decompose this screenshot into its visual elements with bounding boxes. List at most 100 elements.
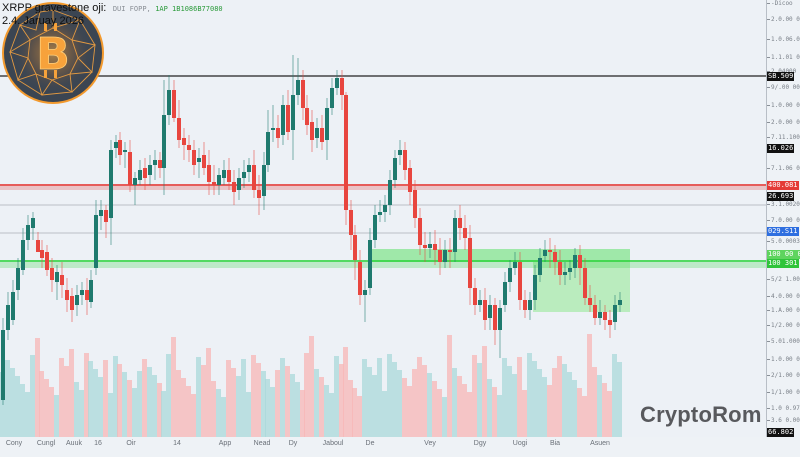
candle-body bbox=[573, 255, 577, 268]
volume-bar bbox=[39, 371, 44, 437]
volume-bar bbox=[587, 334, 592, 437]
candle-body bbox=[148, 165, 152, 175]
candle-body bbox=[378, 212, 382, 215]
candle-body bbox=[6, 305, 10, 330]
candle-body bbox=[344, 95, 348, 210]
volume-bar bbox=[532, 361, 537, 437]
volume-bar bbox=[246, 392, 251, 437]
price-axis[interactable]: -Dicoo 2.0.00 00 1.0.06.00 1.1.01 00 2.04000… bbox=[767, 0, 800, 437]
volume-bar bbox=[191, 394, 196, 437]
volume-bar bbox=[261, 371, 266, 437]
volume-bar bbox=[477, 363, 482, 437]
candle-body bbox=[192, 150, 196, 165]
volume-bar bbox=[527, 353, 532, 437]
volume-bar bbox=[186, 386, 191, 437]
candle-body bbox=[478, 300, 482, 305]
candle-body bbox=[21, 240, 25, 270]
candle-body bbox=[80, 290, 84, 295]
candle-body bbox=[187, 145, 191, 150]
candle-body bbox=[212, 182, 216, 185]
candle-body bbox=[271, 128, 275, 130]
volume-bar bbox=[482, 346, 487, 437]
candle-body bbox=[320, 128, 324, 142]
candle-body bbox=[413, 190, 417, 218]
volume-bar bbox=[256, 363, 261, 437]
candle-body bbox=[138, 170, 142, 180]
price-tick: 1.0.00 00 bbox=[767, 356, 800, 364]
volume-bar bbox=[196, 357, 201, 437]
volume-bar bbox=[206, 348, 211, 437]
candle-body bbox=[368, 240, 372, 288]
volume-bar bbox=[507, 366, 512, 437]
volume-bar bbox=[275, 370, 280, 437]
volume-bar bbox=[0, 372, 5, 437]
volume-bar bbox=[387, 354, 392, 437]
volume-bar bbox=[517, 357, 522, 437]
price-tick: 1.0.00 00 bbox=[767, 102, 800, 110]
volume-bar bbox=[497, 395, 502, 437]
candle-body bbox=[1, 330, 5, 400]
candle-body bbox=[483, 300, 487, 320]
candle-body bbox=[182, 138, 186, 145]
volume-bar bbox=[270, 387, 275, 437]
candle-body bbox=[36, 240, 40, 252]
candle-body bbox=[45, 252, 49, 270]
volume-bar bbox=[432, 381, 437, 437]
candle-body bbox=[458, 218, 462, 228]
price-label: 100 00 000 bbox=[767, 250, 800, 259]
candle-body bbox=[315, 128, 319, 138]
volume-bar bbox=[49, 387, 54, 437]
volume-bar bbox=[35, 338, 40, 437]
plot-area[interactable]: XRPP gravestone oji: DUI FOPP, 1AP 1B108… bbox=[0, 0, 767, 437]
highlight-zone bbox=[368, 249, 630, 262]
volume-bar bbox=[412, 369, 417, 437]
candle-body bbox=[503, 282, 507, 305]
volume-bar bbox=[562, 364, 567, 437]
chart-date: 2.4. Jaruay 2026 bbox=[2, 15, 84, 27]
price-tick: 1/1.00 00 bbox=[767, 389, 800, 397]
candle-body bbox=[358, 262, 362, 295]
volume-bar bbox=[280, 358, 285, 437]
volume-bar bbox=[265, 379, 270, 437]
volume-bar bbox=[236, 376, 241, 437]
price-tick: 7.0.00 00 bbox=[767, 217, 800, 225]
price-tick: 1.A.00 00 bbox=[767, 307, 800, 315]
candle-body bbox=[217, 175, 221, 185]
candle-body bbox=[31, 218, 35, 228]
candle-body bbox=[75, 295, 79, 305]
volume-bar bbox=[422, 365, 427, 437]
brand-watermark: CryptoRom bbox=[640, 402, 762, 427]
volume-bar bbox=[309, 336, 314, 437]
candle-body bbox=[325, 108, 329, 140]
candle-body bbox=[453, 218, 457, 252]
volume-bar bbox=[30, 355, 35, 437]
candle-body bbox=[301, 80, 305, 108]
candle-body bbox=[143, 168, 147, 178]
volume-bar bbox=[334, 356, 339, 437]
volume-bar bbox=[607, 391, 612, 437]
time-tick: 16 bbox=[94, 440, 102, 447]
bitcoin-logo-icon: B bbox=[2, 2, 104, 104]
candle-body bbox=[262, 165, 266, 196]
ohlc-values: 1AP 1B1086B77080 bbox=[155, 5, 223, 13]
volume-bar bbox=[231, 368, 236, 437]
candle-body bbox=[340, 78, 344, 95]
volume-bar bbox=[221, 397, 226, 437]
volume-bar bbox=[487, 379, 492, 437]
volume-bar bbox=[417, 357, 422, 437]
volume-bar bbox=[166, 354, 171, 437]
volume-bar bbox=[407, 386, 412, 437]
price-tick: 3.6 0.00 bbox=[767, 417, 800, 425]
symbol-title: XRPP gravestone oji: bbox=[2, 2, 107, 14]
price-tick: 3.1.0020 bbox=[767, 201, 800, 209]
candle-body bbox=[118, 140, 122, 155]
price-tick: 1.1.01 00 bbox=[767, 54, 800, 62]
price-tick: 2.04000 bbox=[767, 68, 796, 76]
volume-bar bbox=[157, 383, 162, 437]
green-support-band bbox=[0, 260, 766, 268]
time-axis[interactable]: Cony Cungl Auuk 16 Oir 14 App Nead Dy Jaboul De Vey… bbox=[0, 437, 766, 457]
red-resistance-band bbox=[0, 184, 766, 190]
time-tick: Uogi bbox=[512, 440, 528, 447]
volume-bar bbox=[457, 376, 462, 437]
volume-bar bbox=[152, 375, 157, 437]
